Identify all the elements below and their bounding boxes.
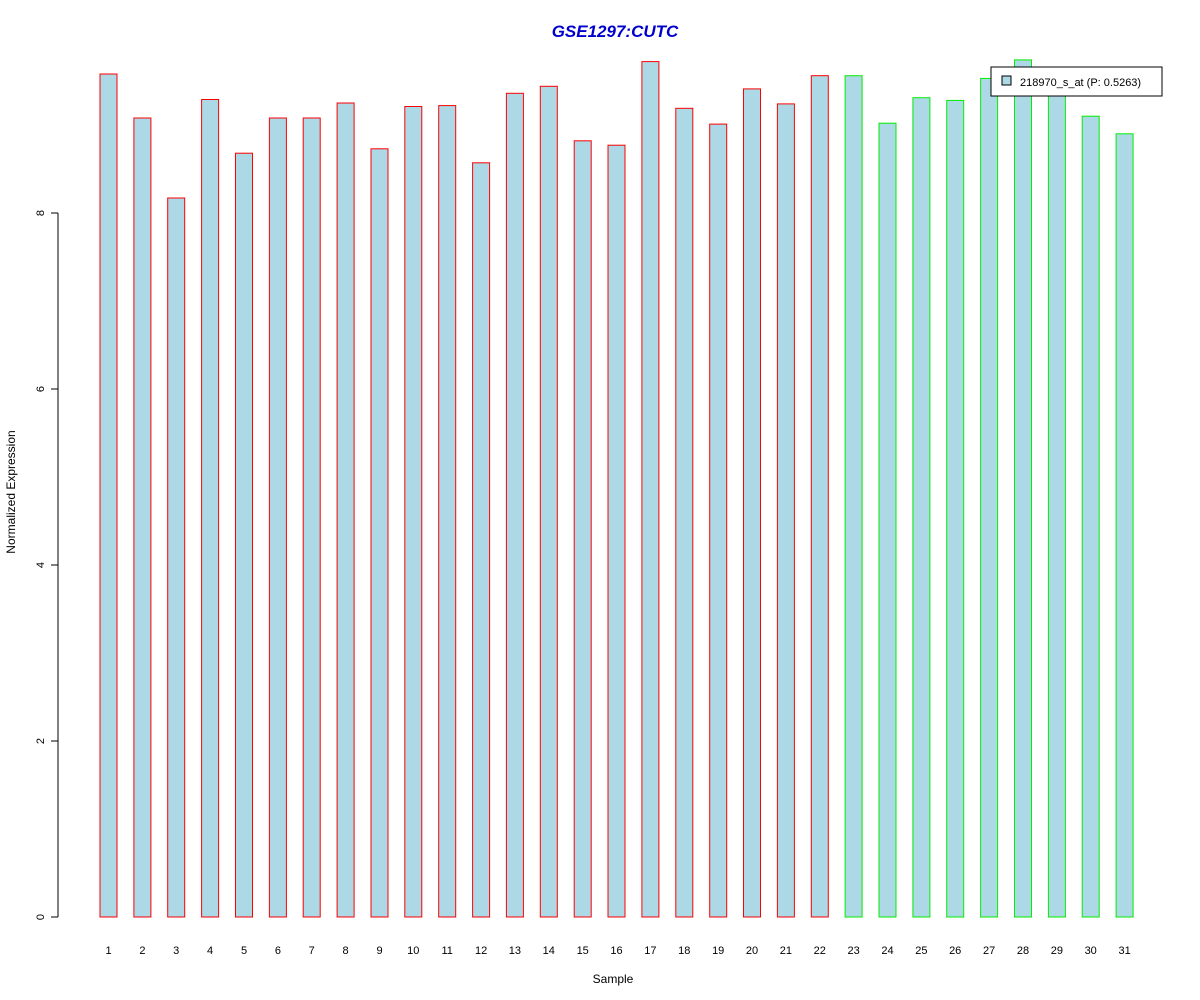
bar [709,123,728,918]
x-tick-label: 11 [441,945,452,957]
chart-title: GSE1297:CUTC [552,22,679,41]
bar [167,197,186,918]
bar [573,140,592,918]
x-tick-label: 22 [814,945,826,957]
bar [743,88,761,918]
bar [336,102,355,918]
bar [1081,115,1100,918]
x-tick-label: 20 [746,945,758,957]
x-tick-label: 5 [241,945,247,957]
x-tick-label: 28 [1017,945,1029,957]
x-tick-label: 31 [1118,945,1130,957]
bars [99,59,1134,918]
bar [1115,133,1134,918]
x-tick-label: 16 [610,945,622,957]
x-tick-label: 2 [139,945,145,957]
x-axis: 1 2 3 4 5 6 7 8 9 10 11 12 13 14 15 16 17 18 19 20 21 22 23 24 2… [105,945,1130,957]
bar [980,77,999,918]
x-tick-label: 17 [644,945,656,957]
y-tick-label: 6 [35,386,47,392]
y-tick-label: 0 [35,914,47,920]
x-tick-label: 29 [1051,945,1063,957]
x-tick-label: 25 [915,945,927,957]
x-tick-label: 6 [275,945,281,957]
bar [438,105,457,918]
x-tick-label: 12 [475,945,487,957]
x-tick-label: 19 [712,945,724,957]
bar [472,162,491,918]
bar [370,148,389,918]
x-tick-label: 15 [577,945,589,957]
x-tick-label: 21 [780,945,792,957]
bar [776,103,795,918]
x-tick-label: 14 [543,945,555,957]
legend: 218970_s_at (P: 0.5263) [990,66,1163,97]
bar [133,117,152,918]
bar [99,73,118,918]
bar [505,92,524,918]
x-tick-label: 13 [509,945,521,957]
x-tick-label: 9 [376,945,382,957]
bar [675,107,694,918]
y-tick-label: 8 [35,210,47,216]
x-axis-title: Sample [593,972,634,986]
bar [810,75,829,918]
x-tick-label: 8 [343,945,349,957]
bar [201,99,220,918]
bar [607,144,626,918]
y-tick-label: 4 [35,562,47,568]
bar [404,106,423,918]
x-tick-label: 10 [407,945,419,957]
legend-swatch [1001,75,1012,86]
bar [539,85,558,918]
bar [268,117,287,918]
x-tick-label: 24 [881,945,893,957]
x-tick-label: 4 [207,945,213,957]
x-tick-label: 7 [309,945,315,957]
bar [844,75,863,918]
x-tick-label: 27 [983,945,995,957]
bar [641,61,660,918]
x-tick-label: 1 [105,945,111,957]
x-tick-label: 23 [847,945,859,957]
bar [912,97,931,918]
bar [302,117,321,918]
x-tick-label: 3 [173,945,179,957]
bar [235,152,253,918]
legend-box [990,66,1163,97]
x-tick-label: 26 [949,945,961,957]
bar [1047,89,1066,918]
bar [946,99,965,918]
x-tick-label: 18 [678,945,690,957]
legend-label: 218970_s_at (P: 0.5263) [1020,77,1141,89]
bar [1014,59,1032,918]
bar [878,122,897,918]
x-tick-label: 30 [1085,945,1097,957]
y-axis: 0 2 4 6 8 [35,210,59,920]
y-tick-label: 2 [35,738,47,744]
y-axis-title: Normalized Expression [4,430,18,553]
